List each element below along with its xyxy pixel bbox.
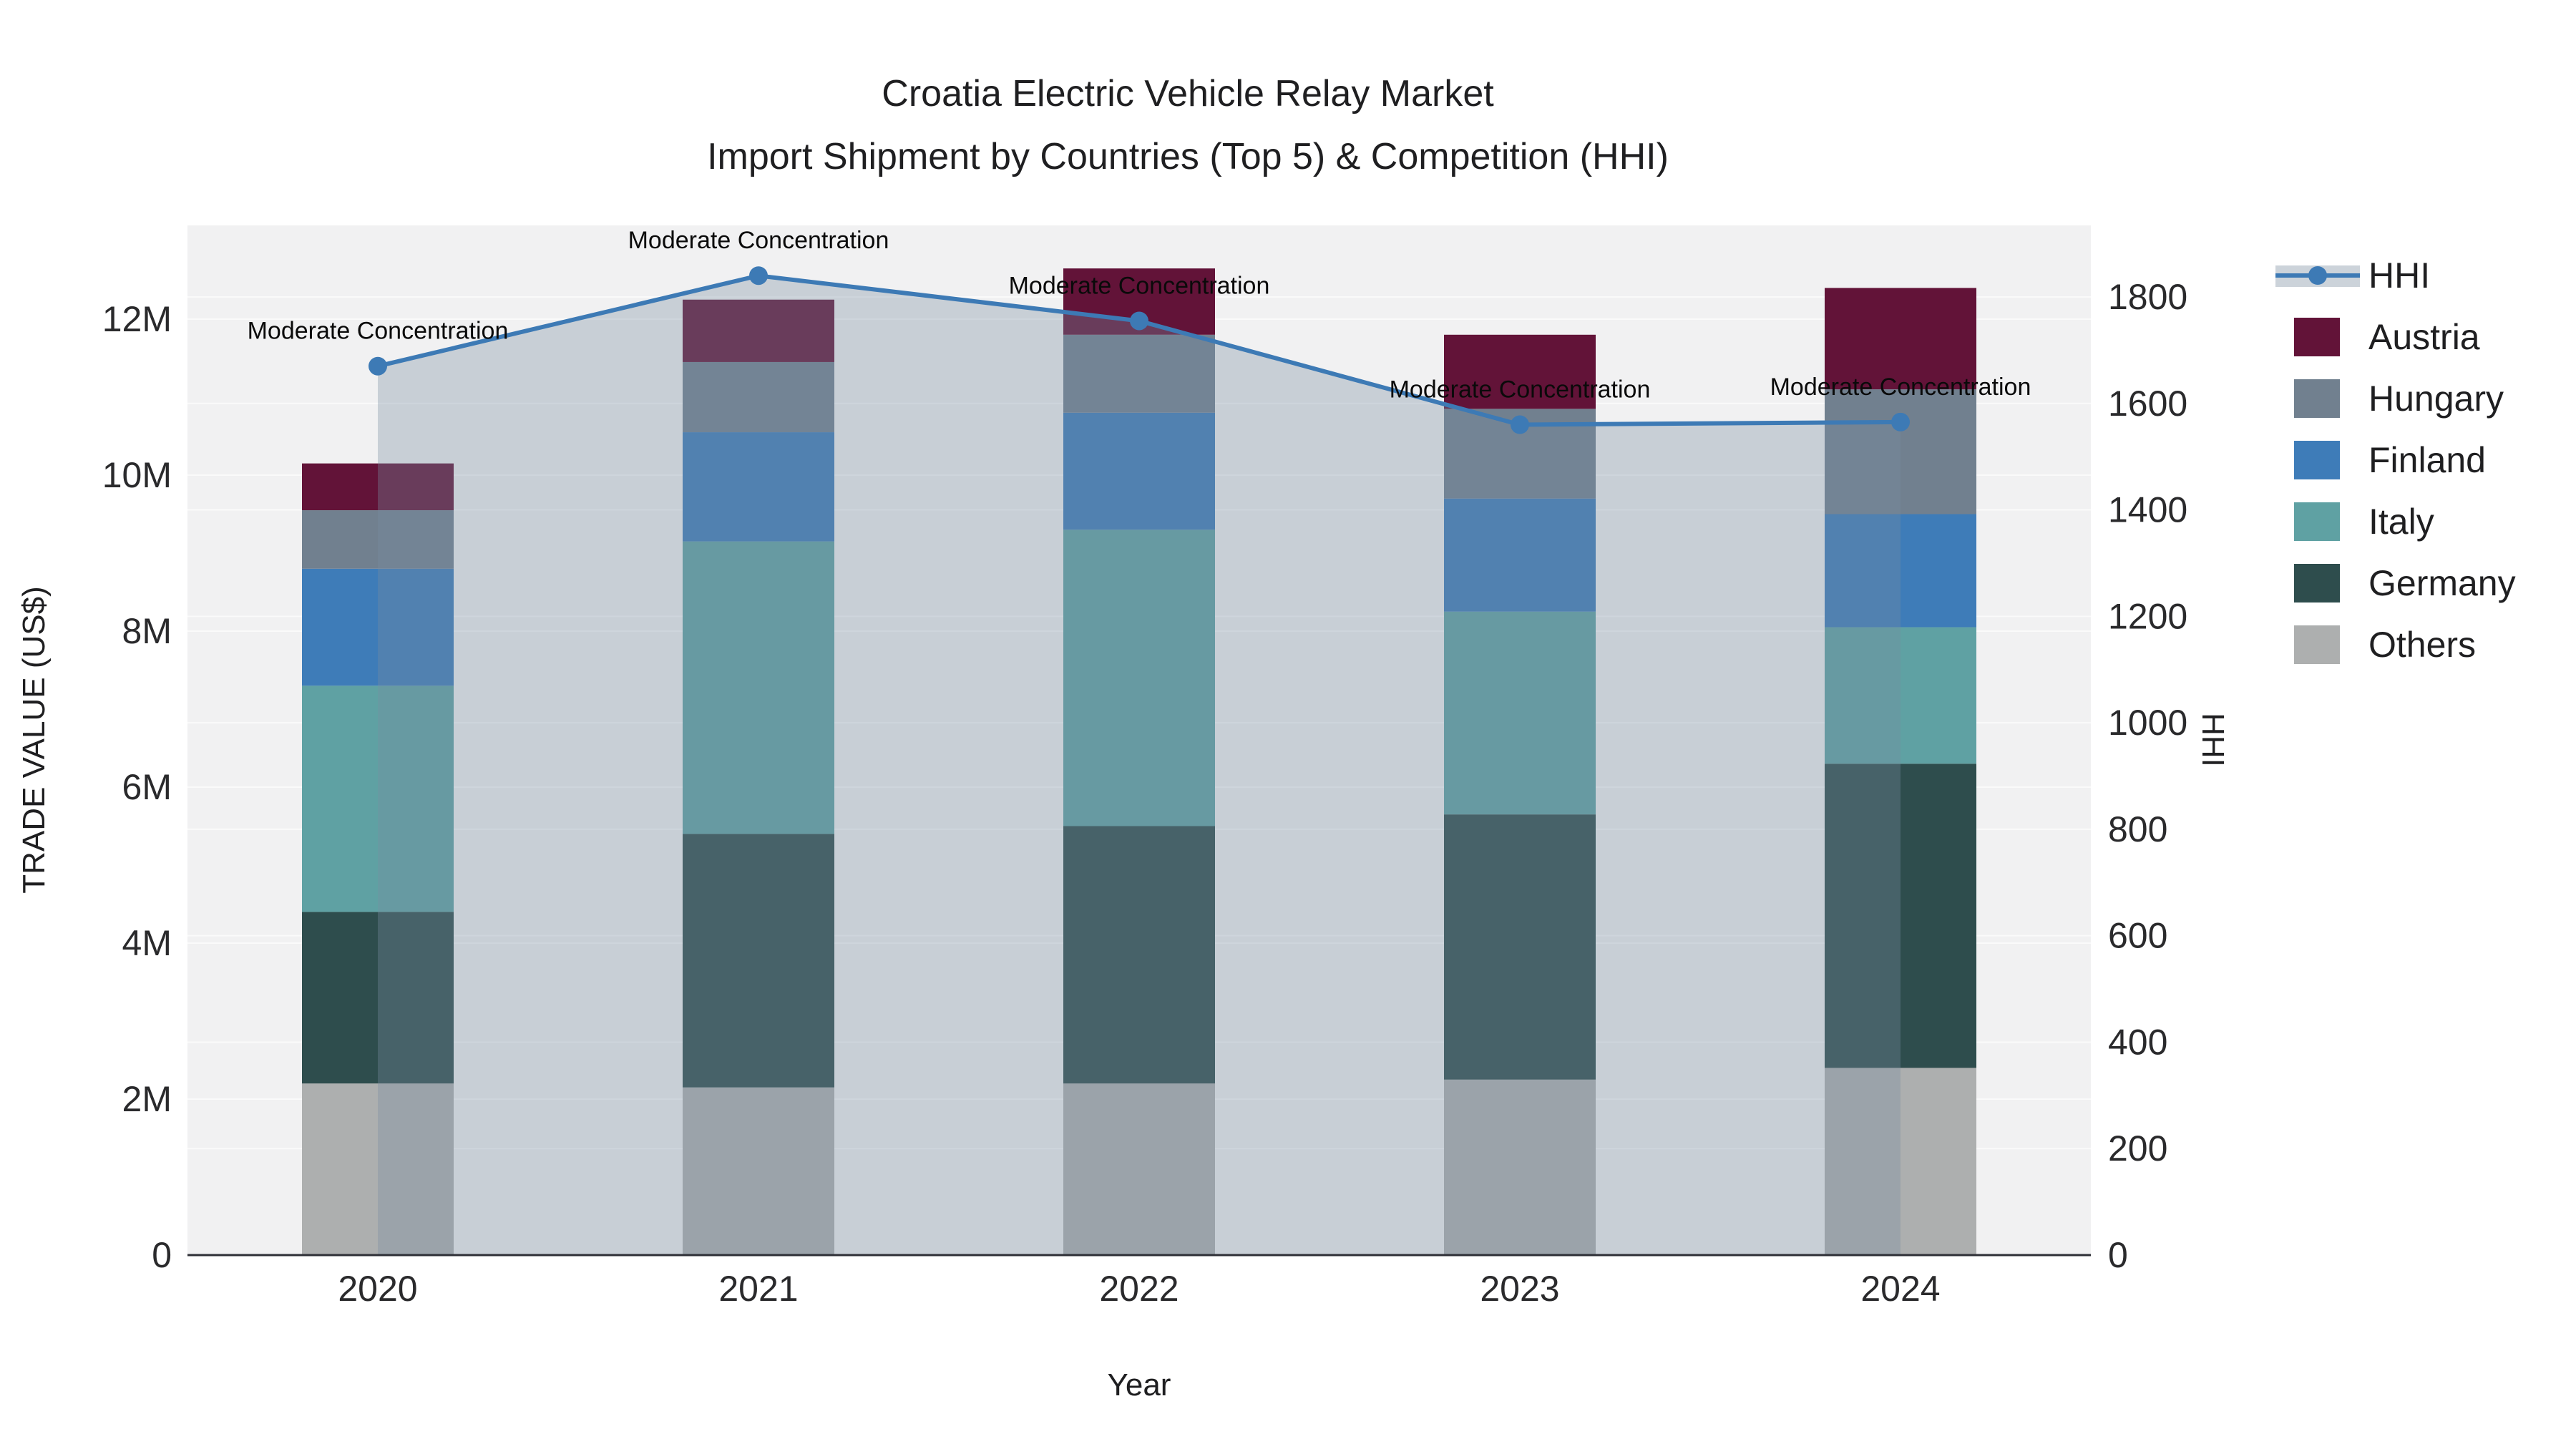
legend-item-germany[interactable]: Germany: [2294, 563, 2516, 603]
legend: HHI Austria Hungary Finland Italy Germany Othe…: [2275, 255, 2516, 665]
legend-swatch-italy: [2294, 502, 2340, 541]
bar-segment-austria-2020[interactable]: [302, 463, 454, 511]
legend-item-hhi[interactable]: HHI: [2275, 255, 2430, 296]
bar-segment-others-2021[interactable]: [683, 1087, 834, 1255]
bar-segment-italy-2024[interactable]: [1825, 627, 1976, 764]
legend-item-austria[interactable]: Austria: [2294, 317, 2480, 357]
y-left-tick-12M: 12M: [102, 299, 172, 339]
y-left-tick-4M: 4M: [122, 923, 172, 963]
hhi-marker-2022[interactable]: [1130, 311, 1148, 331]
y-right-tick-800: 800: [2108, 809, 2167, 849]
bar-segment-finland-2023[interactable]: [1444, 498, 1596, 612]
y-right-tick-1000: 1000: [2108, 703, 2187, 743]
bar-segment-hungary-2022[interactable]: [1063, 334, 1215, 413]
annotations-layer: Moderate Concentration Moderate Concentra…: [248, 227, 2031, 403]
bar-segment-germany-2021[interactable]: [683, 834, 834, 1088]
y-right-tick-600: 600: [2108, 916, 2167, 956]
annotation-2022: Moderate Concentration: [1009, 272, 1270, 299]
y-right-tick-1600: 1600: [2108, 384, 2187, 424]
hhi-marker-2021[interactable]: [749, 266, 768, 286]
legend-label-hhi: HHI: [2368, 255, 2430, 296]
legend-swatch-austria: [2294, 318, 2340, 356]
bar-segment-finland-2021[interactable]: [683, 432, 834, 542]
legend-hhi-marker-icon: [2308, 266, 2327, 285]
legend-item-hungary[interactable]: Hungary: [2294, 379, 2504, 419]
y-left-tick-6M: 6M: [122, 767, 172, 807]
bar-segment-germany-2024[interactable]: [1825, 763, 1976, 1068]
bar-segment-germany-2022[interactable]: [1063, 826, 1215, 1084]
bar-group-2023: [1444, 334, 1596, 1255]
legend-label-others: Others: [2368, 625, 2476, 665]
y-left-axis-title: TRADE VALUE (US$): [16, 586, 52, 894]
legend-swatch-hungary: [2294, 379, 2340, 418]
bar-segment-germany-2023[interactable]: [1444, 814, 1596, 1080]
chart-title-line1: Croatia Electric Vehicle Relay Market: [882, 73, 1494, 114]
annotation-2021: Moderate Concentration: [628, 227, 889, 254]
annotation-2024: Moderate Concentration: [1770, 374, 2031, 401]
bar-segment-others-2020[interactable]: [302, 1083, 454, 1255]
bar-segment-germany-2020[interactable]: [302, 912, 454, 1084]
bar-segment-italy-2022[interactable]: [1063, 530, 1215, 826]
y-left-tick-8M: 8M: [122, 611, 172, 651]
hhi-area-layer: [378, 275, 1901, 1256]
bar-segment-austria-2021[interactable]: [683, 299, 834, 362]
bar-group-2021: [683, 299, 834, 1255]
y-left-tick-10M: 10M: [102, 455, 172, 495]
hhi-marker-2023[interactable]: [1511, 415, 1529, 434]
x-tick-2024: 2024: [1860, 1269, 1940, 1309]
y-right-tick-1400: 1400: [2108, 490, 2187, 530]
bar-segment-hungary-2024[interactable]: [1825, 389, 1976, 514]
hhi-marker-2020[interactable]: [369, 356, 387, 376]
bar-segment-finland-2020[interactable]: [302, 568, 454, 686]
legend-item-others[interactable]: Others: [2294, 625, 2476, 665]
bars-layer: [302, 268, 1976, 1255]
hhi-area-fill: [378, 275, 1901, 1256]
x-tick-2023: 2023: [1480, 1269, 1559, 1309]
hhi-line-layer: [369, 266, 1910, 434]
bar-segment-finland-2024[interactable]: [1825, 514, 1976, 628]
legend-item-finland[interactable]: Finland: [2294, 440, 2486, 480]
bar-segment-finland-2022[interactable]: [1063, 412, 1215, 530]
chart-title-line2: Import Shipment by Countries (Top 5) & C…: [707, 136, 1669, 177]
annotation-2020: Moderate Concentration: [248, 318, 509, 345]
legend-swatch-others: [2294, 625, 2340, 664]
x-tick-2021: 2021: [718, 1269, 798, 1309]
legend-label-austria: Austria: [2368, 317, 2480, 357]
bar-segment-hungary-2020[interactable]: [302, 510, 454, 569]
x-axis-title: Year: [1108, 1367, 1171, 1402]
axes-layer: 0 2M 4M 6M 8M 10M 12M 0 200 400 600 800 1000 1200 1400…: [102, 277, 2188, 1309]
legend-label-finland: Finland: [2368, 440, 2486, 480]
bar-group-2022: [1063, 268, 1215, 1255]
y-left-tick-2M: 2M: [122, 1079, 172, 1119]
bar-segment-hungary-2021[interactable]: [683, 361, 834, 433]
bar-group-2024: [1825, 288, 1976, 1255]
legend-label-italy: Italy: [2368, 502, 2434, 542]
bar-segment-others-2023[interactable]: [1444, 1079, 1596, 1255]
bar-segment-italy-2021[interactable]: [683, 541, 834, 834]
y-right-tick-0: 0: [2108, 1235, 2128, 1275]
y-right-tick-1800: 1800: [2108, 277, 2187, 317]
y-right-tick-1200: 1200: [2108, 596, 2187, 636]
y-right-tick-200: 200: [2108, 1128, 2167, 1169]
legend-swatch-finland: [2294, 441, 2340, 479]
legend-swatch-germany: [2294, 564, 2340, 602]
legend-label-germany: Germany: [2368, 563, 2516, 603]
bar-segment-others-2024[interactable]: [1825, 1068, 1976, 1255]
legend-label-hungary: Hungary: [2368, 379, 2504, 419]
bar-segment-italy-2023[interactable]: [1444, 611, 1596, 815]
bar-segment-austria-2024[interactable]: [1825, 288, 1976, 390]
annotation-2023: Moderate Concentration: [1390, 376, 1651, 404]
bar-segment-italy-2020[interactable]: [302, 686, 454, 912]
y-left-tick-0: 0: [152, 1235, 172, 1275]
bar-group-2020: [302, 463, 454, 1255]
y-right-tick-400: 400: [2108, 1022, 2167, 1062]
x-tick-2022: 2022: [1099, 1269, 1179, 1309]
y-right-axis-title: HHI: [2195, 713, 2230, 767]
bar-segment-others-2022[interactable]: [1063, 1083, 1215, 1255]
legend-item-italy[interactable]: Italy: [2294, 502, 2434, 542]
x-tick-2020: 2020: [338, 1269, 417, 1309]
bar-segment-austria-2023[interactable]: [1444, 334, 1596, 409]
hhi-marker-2024[interactable]: [1891, 412, 1910, 431]
